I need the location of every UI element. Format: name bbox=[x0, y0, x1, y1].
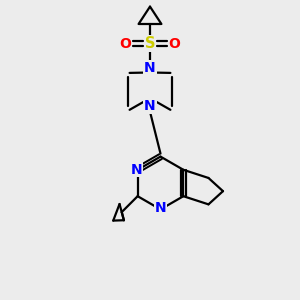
Text: S: S bbox=[145, 36, 155, 51]
Text: N: N bbox=[144, 99, 156, 113]
Text: O: O bbox=[119, 37, 131, 50]
Text: N: N bbox=[144, 61, 156, 74]
Text: O: O bbox=[169, 37, 181, 50]
Text: N: N bbox=[130, 163, 142, 177]
Text: N: N bbox=[155, 201, 166, 215]
